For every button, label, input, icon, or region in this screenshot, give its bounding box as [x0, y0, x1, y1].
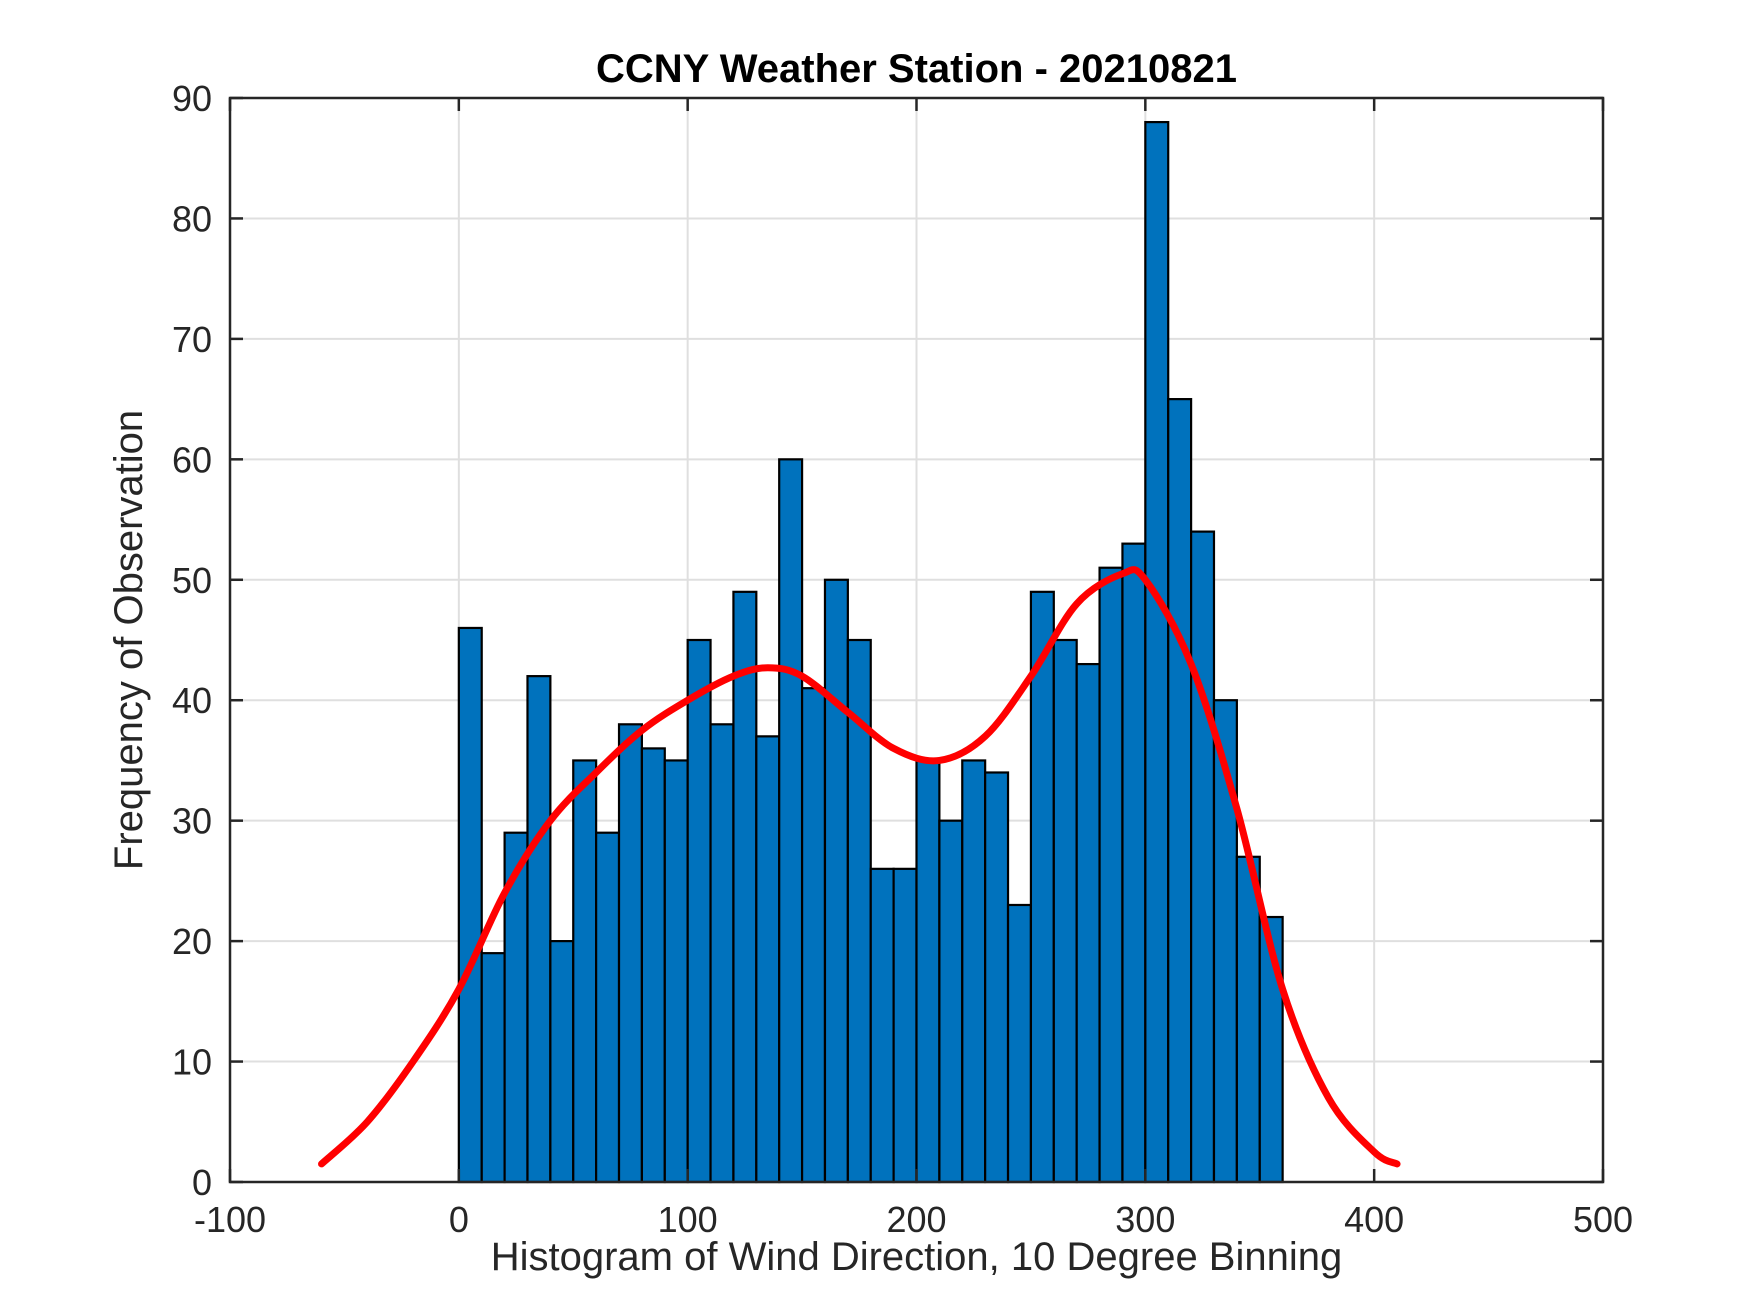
histogram-bar	[778, 458, 804, 1184]
histogram-bar	[686, 638, 712, 1184]
x-tick-label: 100	[658, 1199, 718, 1240]
x-tick-label: 0	[449, 1199, 469, 1240]
histogram-bar	[1189, 530, 1216, 1184]
x-tick-label: -100	[194, 1199, 266, 1240]
fit-curve	[318, 566, 1401, 1168]
histogram-bar	[892, 867, 918, 1184]
histogram-bar	[961, 759, 987, 1184]
histogram-bar	[1029, 590, 1055, 1184]
histogram-bar	[663, 759, 689, 1184]
axis-ticks	[228, 96, 1605, 1184]
histogram-bar	[709, 723, 735, 1184]
histogram-bar	[1098, 566, 1124, 1184]
histogram-bar	[1075, 662, 1101, 1184]
histogram-bar	[984, 771, 1010, 1184]
x-tick-label: 500	[1573, 1199, 1633, 1240]
x-axis-label: Histogram of Wind Direction, 10 Degree B…	[491, 1235, 1343, 1279]
histogram-bar	[1052, 638, 1078, 1184]
histogram-bar	[1121, 542, 1147, 1184]
x-tick-label: 200	[886, 1199, 946, 1240]
y-tick-labels: 0 10 20 30 40 50 60 70 80 90	[172, 78, 212, 1203]
histogram-bar	[572, 759, 598, 1184]
histogram-bar	[869, 867, 895, 1184]
chart-title: CCNY Weather Station - 20210821	[596, 47, 1237, 91]
y-tick-label: 50	[172, 560, 212, 601]
histogram-bar	[915, 759, 941, 1184]
x-tick-label: 400	[1344, 1199, 1404, 1240]
histogram-bar	[755, 735, 781, 1184]
x-tick-labels: -100 0 100 200 300 400 500	[194, 1199, 1633, 1240]
histogram-bar	[823, 578, 849, 1184]
histogram-bar	[1167, 398, 1193, 1184]
y-tick-label: 80	[172, 198, 212, 239]
histogram-bar	[617, 723, 643, 1184]
y-tick-label: 60	[172, 439, 212, 480]
histogram-bar	[732, 590, 758, 1184]
histogram-bar	[1144, 120, 1170, 1184]
histogram-bar	[526, 675, 552, 1184]
histogram-bar	[1235, 855, 1261, 1184]
histogram-bar	[800, 687, 827, 1184]
histogram-bar	[595, 831, 621, 1184]
y-tick-label: 40	[172, 680, 212, 721]
histogram-bar	[480, 952, 506, 1184]
y-tick-label: 10	[172, 1042, 212, 1083]
y-tick-label: 20	[172, 921, 212, 962]
y-tick-label: 90	[172, 78, 212, 119]
histogram-bar	[549, 940, 575, 1184]
y-axis-label: Frequency of Observation	[107, 410, 151, 870]
y-tick-label: 70	[172, 319, 212, 360]
histogram-bar	[1006, 903, 1033, 1184]
x-tick-label: 300	[1115, 1199, 1175, 1240]
y-tick-label: 0	[192, 1162, 212, 1203]
histogram-bar	[457, 626, 483, 1184]
histogram-bar	[640, 747, 666, 1184]
y-tick-label: 30	[172, 801, 212, 842]
histogram-bar	[938, 819, 964, 1184]
